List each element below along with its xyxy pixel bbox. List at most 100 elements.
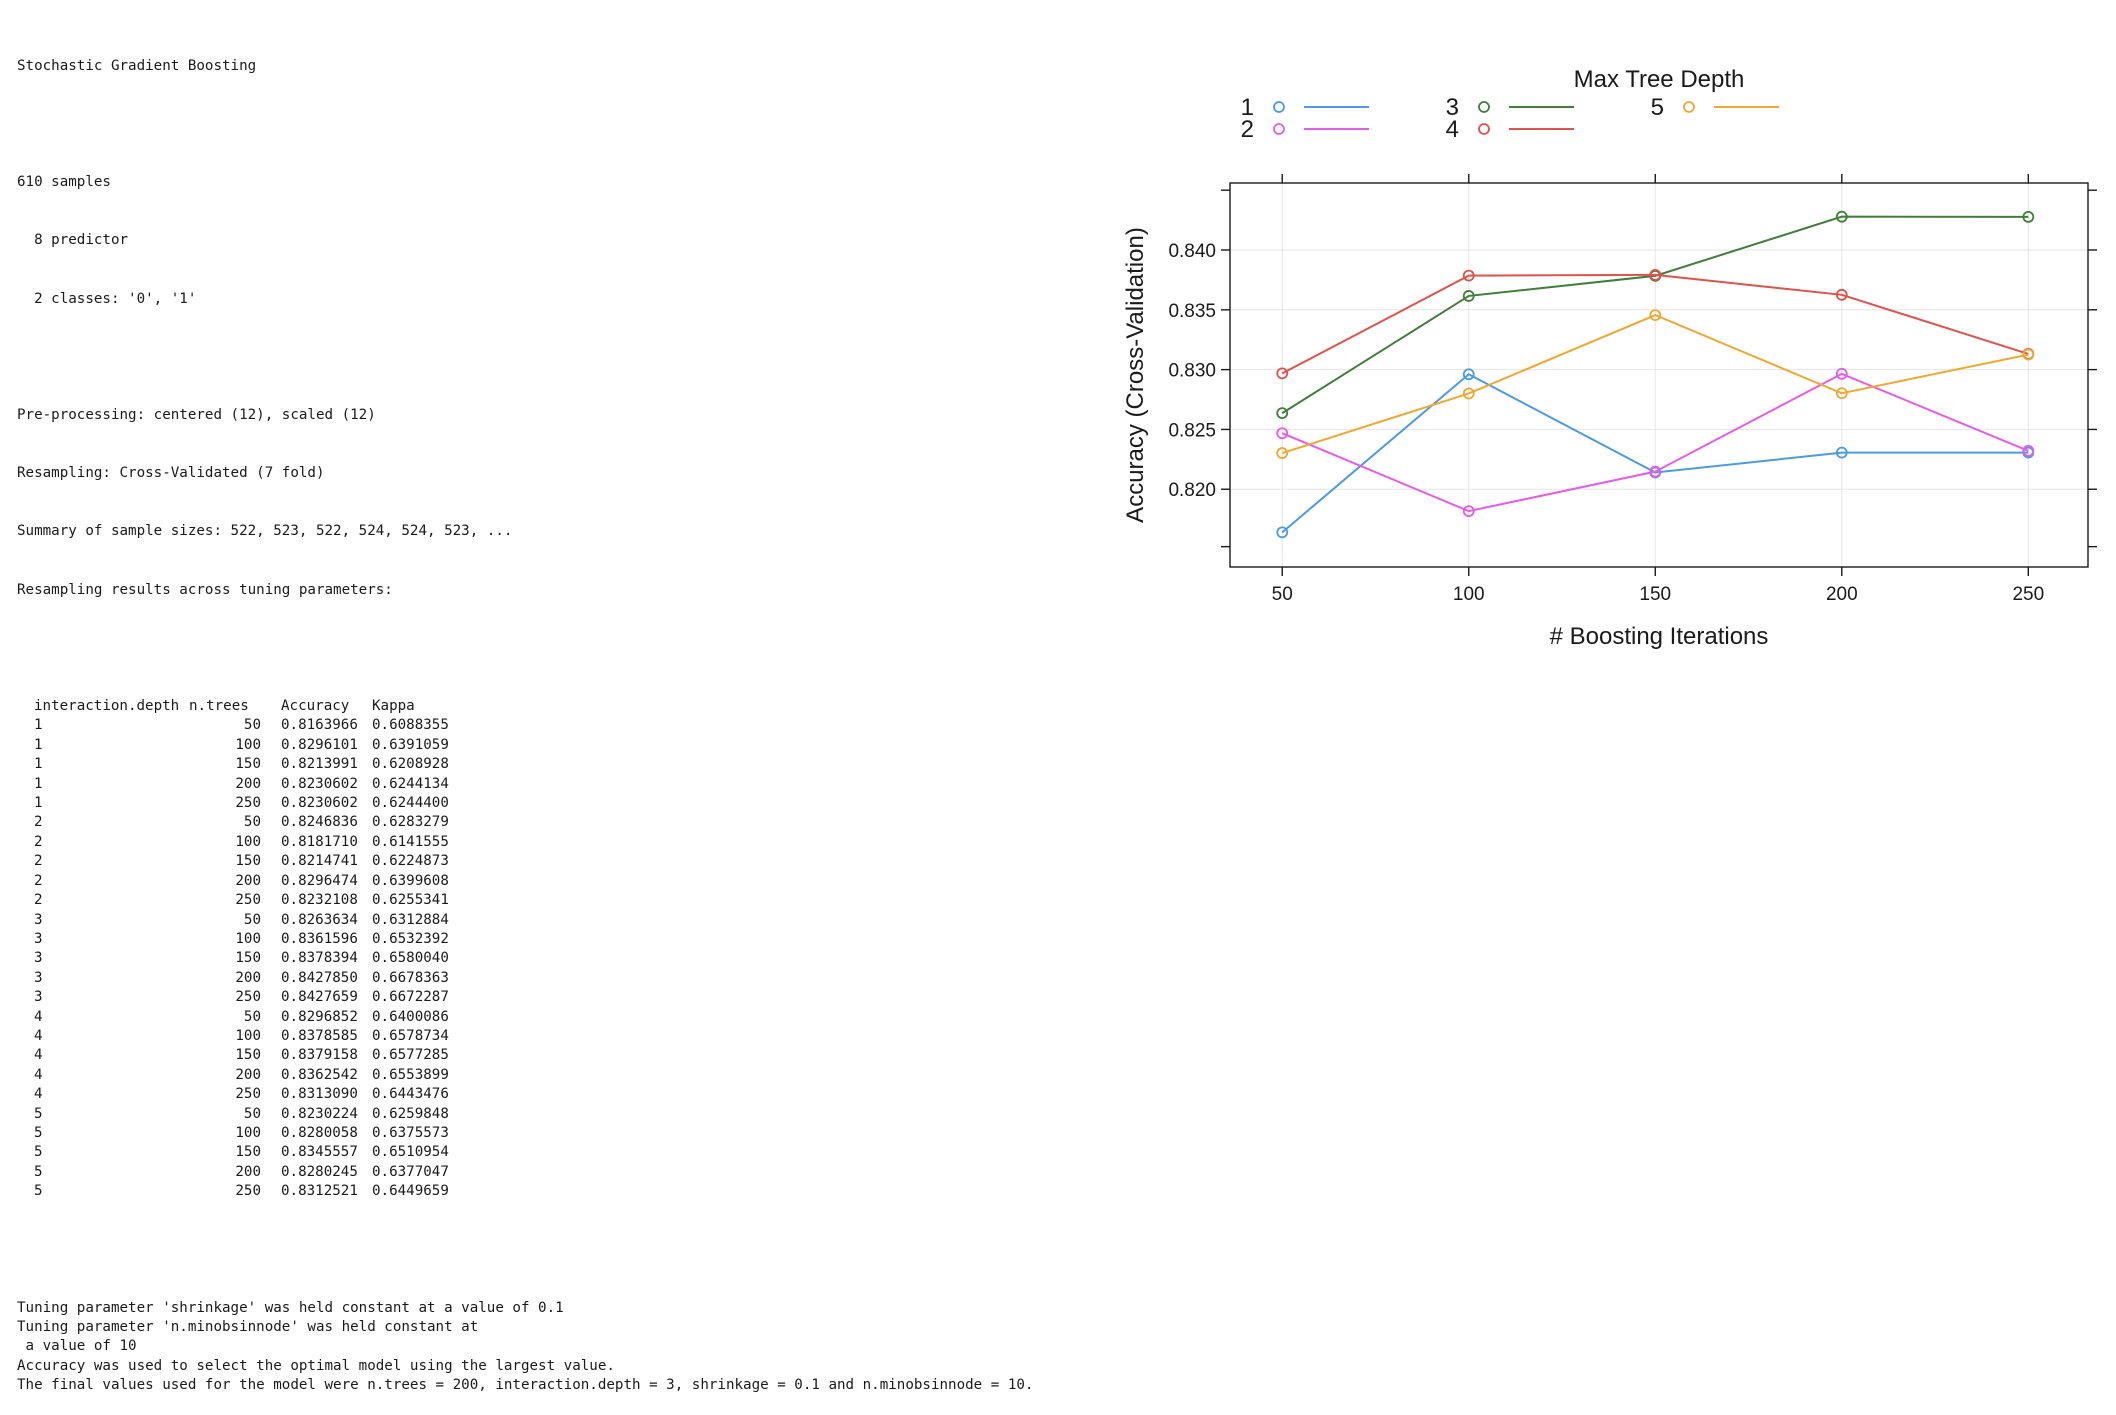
legend-point: [1478, 101, 1490, 113]
table-cell: 0.8213991: [281, 756, 358, 773]
table-row: 5 50 0.8230224 0.6259848: [34, 1105, 462, 1124]
table-row: 4 150 0.8379158 0.6577285: [34, 1046, 462, 1065]
table-cell: 1: [34, 736, 43, 753]
table-cell: 0.8181710: [281, 833, 358, 850]
table-cell: 0.6244400: [372, 795, 449, 812]
table-cell: 0.8280058: [281, 1124, 358, 1141]
table-cell: 0.8345557: [281, 1144, 358, 1161]
table-cell: 3: [34, 930, 43, 947]
table-row: 2 150 0.8214741 0.6224873: [34, 852, 462, 871]
table-cell: 0.8230602: [281, 795, 358, 812]
table-cell: 4: [34, 1047, 43, 1064]
table-row: 4 250 0.8313090 0.6443476: [34, 1085, 462, 1104]
table-header-row: interaction.depth n.trees Accuracy Kappa: [34, 697, 462, 716]
table-cell: 0.6449659: [372, 1183, 449, 1200]
legend-label: 1: [1241, 94, 1254, 121]
series-point-3: [1276, 407, 1289, 420]
table-cell: 50: [243, 911, 261, 928]
table-cell: 0.8379158: [281, 1047, 358, 1064]
table-cell: 5: [34, 1105, 43, 1122]
series-line-2: [1281, 372, 2029, 513]
table-cell: 0.6510954: [372, 1144, 449, 1161]
x-tick-label: 200: [1826, 584, 1858, 605]
y-tick-label: 0.830: [1168, 361, 1216, 382]
table-cell: 0.8313090: [281, 1086, 358, 1103]
table-cell: 0.8362542: [281, 1066, 358, 1083]
results-table: interaction.depth n.trees Accuracy Kappa…: [34, 697, 462, 1202]
table-cell: 200: [235, 872, 261, 889]
table-cell: 0.8230224: [281, 1105, 358, 1122]
table-row: 1 250 0.8230602 0.6244400: [34, 794, 462, 813]
table-cell: 1: [34, 795, 43, 812]
x-tick-label: 100: [1453, 584, 1485, 605]
footer-line: Accuracy was used to select the optimal …: [17, 1357, 615, 1374]
sample-sizes-line: Summary of sample sizes: 522, 523, 522, …: [17, 523, 513, 540]
table-cell: 0.8230602: [281, 775, 358, 792]
console-output: Stochastic Gradient Boosting 610 samples…: [17, 18, 1097, 1415]
table-cell: 0.6141555: [372, 833, 449, 850]
table-cell: 0.6283279: [372, 814, 449, 831]
table-header: interaction.depth: [34, 698, 180, 715]
table-cell: 2: [34, 892, 43, 909]
table-cell: 200: [235, 1066, 261, 1083]
table-row: 4 100 0.8378585 0.6578734: [34, 1027, 462, 1046]
table-cell: 150: [235, 950, 261, 967]
table-cell: 150: [235, 1144, 261, 1161]
table-row: 3 250 0.8427659 0.6672287: [34, 988, 462, 1007]
table-cell: 0.8312521: [281, 1183, 358, 1200]
table-cell: 150: [235, 853, 261, 870]
table-cell: 0.8280245: [281, 1163, 358, 1180]
series-point-3: [2022, 211, 2035, 223]
footer-line: Tuning parameter 'shrinkage' was held co…: [17, 1299, 564, 1316]
table-cell: 0.8427659: [281, 989, 358, 1006]
table-cell: 2: [34, 872, 43, 889]
series-point-5: [2022, 348, 2035, 361]
table-cell: 50: [243, 814, 261, 831]
table-cell: 200: [235, 775, 261, 792]
table-cell: 0.8378394: [281, 950, 358, 967]
table-cell: 0.6678363: [372, 969, 449, 986]
table-cell: 0.6255341: [372, 892, 449, 909]
series-point-1: [1835, 446, 1848, 459]
table-cell: 150: [235, 756, 261, 773]
samples-line: 610 samples: [17, 174, 111, 191]
series-point-5: [1835, 387, 1848, 400]
table-cell: 0.6375573: [372, 1124, 449, 1141]
table-cell: 100: [235, 1124, 261, 1141]
series-point-2: [1276, 427, 1289, 440]
table-cell: 0.8378585: [281, 1027, 358, 1044]
table-cell: 0.6578734: [372, 1027, 449, 1044]
table-cell: 0.8296101: [281, 736, 358, 753]
table-cell: 100: [235, 930, 261, 947]
table-cell: 1: [34, 717, 43, 734]
table-cell: 0.6580040: [372, 950, 449, 967]
table-cell: 4: [34, 1008, 43, 1025]
y-tick-label: 0.835: [1168, 301, 1216, 322]
table-row: 5 250 0.8312521 0.6449659: [34, 1182, 462, 1201]
table-cell: 4: [34, 1086, 43, 1103]
series-point-4: [1276, 367, 1289, 380]
table-cell: 2: [34, 853, 43, 870]
table-cell: 0.8296474: [281, 872, 358, 889]
footer-line: Tuning parameter 'n.minobsinnode' was he…: [17, 1319, 479, 1336]
table-row: 2 100 0.8181710 0.6141555: [34, 833, 462, 852]
table-row: 3 100 0.8361596 0.6532392: [34, 930, 462, 949]
table-cell: 1: [34, 756, 43, 773]
legend-point: [1683, 101, 1695, 113]
table-cell: 150: [235, 1047, 261, 1064]
table-row: 5 100 0.8280058 0.6375573: [34, 1124, 462, 1143]
table-cell: 0.6088355: [372, 717, 449, 734]
results-heading: Resampling results across tuning paramet…: [17, 581, 393, 598]
plot-area: 50 100 150 200 250 0.820 0.825 0.830 0.835 0.840 #…: [1122, 174, 2097, 650]
table-cell: 250: [235, 1086, 261, 1103]
table-cell: 50: [243, 1105, 261, 1122]
legend-point: [1273, 123, 1285, 135]
table-row: 1 200 0.8230602 0.6244134: [34, 775, 462, 794]
x-axis-label: # Boosting Iterations: [1550, 623, 1769, 650]
table-cell: 0.6244134: [372, 775, 449, 792]
table-cell: 3: [34, 989, 43, 1006]
table-header: Kappa: [372, 698, 415, 715]
table-cell: 5: [34, 1124, 43, 1141]
series-point-3: [1462, 290, 1475, 302]
series-point-2: [1462, 505, 1475, 518]
